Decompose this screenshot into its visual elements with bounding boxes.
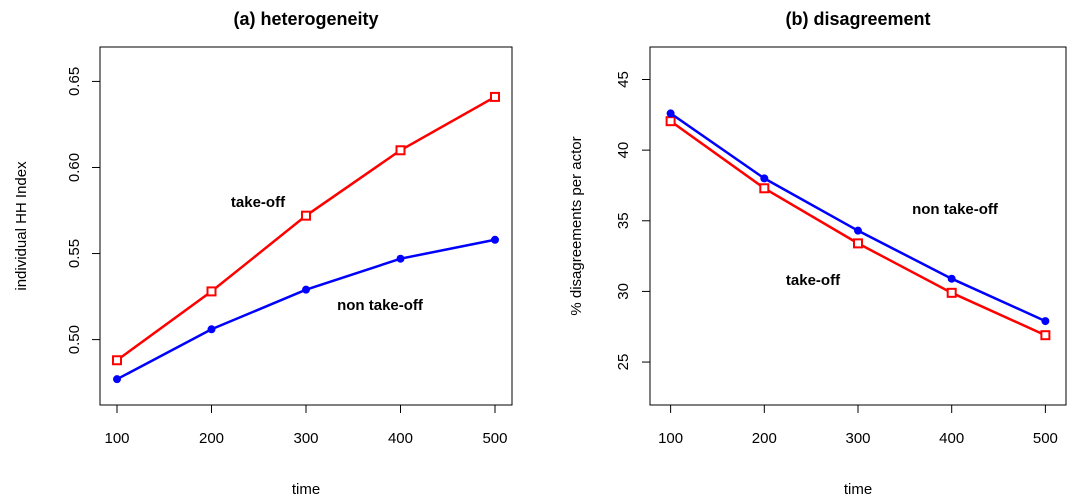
- point: [112, 355, 123, 366]
- annotation: take-off: [786, 272, 841, 289]
- y-tick-label: 0.65: [66, 67, 83, 96]
- annotation: non take-off: [912, 201, 999, 218]
- x-tick-label: 300: [293, 430, 318, 447]
- point: [396, 254, 405, 263]
- series-line: [116, 238, 496, 381]
- x-tick-label: 500: [482, 430, 507, 447]
- y-tick-label: 40: [615, 142, 632, 159]
- y-axis-label: % disagreements per actor: [568, 136, 585, 315]
- annotation: non take-off: [337, 297, 424, 314]
- x-tick-label: 100: [104, 430, 129, 447]
- y-tick-label: 0.55: [66, 239, 83, 268]
- point: [759, 183, 770, 194]
- y-tick-label: 0.60: [66, 153, 83, 182]
- point: [395, 145, 406, 156]
- x-tick-label: 400: [939, 430, 964, 447]
- y-tick-label: 25: [615, 354, 632, 371]
- x-tick-label: 400: [388, 430, 413, 447]
- x-tick-label: 300: [845, 430, 870, 447]
- point: [207, 325, 216, 334]
- chart-title: (a) heterogeneity: [233, 9, 378, 29]
- point: [947, 274, 956, 283]
- point: [854, 226, 862, 235]
- x-axis-label: time: [844, 481, 872, 498]
- annotation: take-off: [231, 194, 286, 211]
- y-tick-label: 30: [615, 283, 632, 300]
- point: [490, 235, 499, 244]
- point: [853, 238, 863, 249]
- y-axis-label: individual HH Index: [13, 161, 30, 291]
- point: [489, 91, 500, 102]
- x-tick-label: 200: [199, 430, 224, 447]
- chart-title: (b) disagreement: [785, 9, 930, 29]
- series-line: [116, 95, 496, 362]
- point: [1041, 317, 1050, 326]
- point: [301, 210, 311, 221]
- point: [113, 375, 122, 384]
- x-axis-label: time: [292, 481, 320, 498]
- y-tick-label: 35: [615, 212, 632, 229]
- y-tick-label: 0.50: [66, 325, 83, 354]
- point: [760, 174, 769, 183]
- plot-frame: [99, 46, 513, 406]
- point: [206, 286, 217, 297]
- plot-frame: [649, 46, 1067, 406]
- y-tick-label: 45: [615, 71, 632, 88]
- point: [665, 116, 676, 127]
- point: [946, 287, 957, 298]
- x-tick-label: 100: [658, 430, 683, 447]
- point: [1040, 330, 1051, 341]
- x-tick-label: 500: [1033, 430, 1058, 447]
- point: [666, 109, 675, 118]
- x-tick-label: 200: [752, 430, 777, 447]
- point: [302, 285, 310, 294]
